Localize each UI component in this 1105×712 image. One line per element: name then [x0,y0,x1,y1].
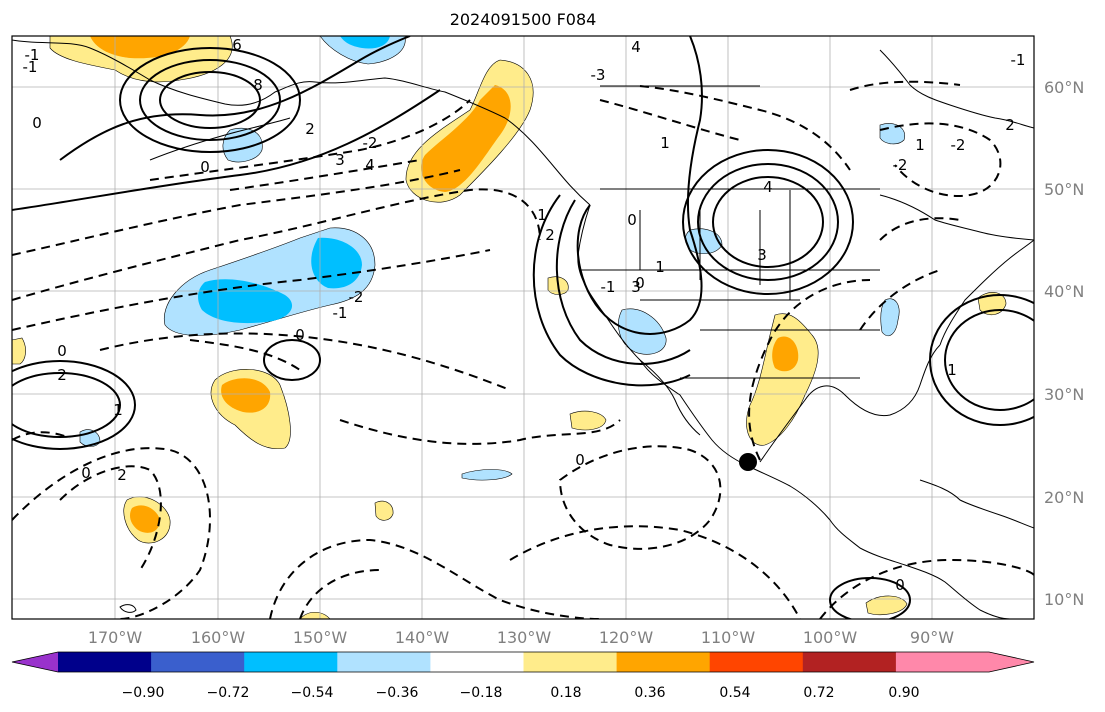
colorbar-segment [337,652,431,672]
lat-label: 30°N [1044,385,1084,404]
contour-label: -2 [951,136,966,154]
contour-label: 3 [757,246,767,264]
contour-label: 0 [895,576,905,594]
contour-label: 0 [295,326,305,344]
contour-label: 0 [57,342,67,360]
colorbar-tick-label: 0.72 [803,685,834,701]
contour-label: 2 [1005,116,1015,134]
colorbar-segment [58,652,152,672]
contour-label: 1 [537,206,547,224]
contour-label: 2 [57,366,67,384]
colorbar-tick-label: −0.36 [376,685,419,701]
contour-label: 1 [915,136,925,154]
lon-label: 90°W [910,628,954,647]
contour-label: 2 [117,466,127,484]
colorbar-extend-low [12,652,58,672]
contour-label: -1 [25,46,40,64]
colorbar-segment [709,652,804,672]
lat-label: 50°N [1044,180,1084,199]
lon-label: 140°W [395,628,450,647]
contour-label: 4 [763,178,773,196]
colorbar-segment [151,652,245,672]
location-marker [739,453,757,471]
contour-label: -2 [363,134,378,152]
colorbar-outline [11,651,1035,673]
lon-label: 130°W [497,628,552,647]
colorbar-tick-label: 0.18 [550,685,581,701]
contour-label: 1 [947,361,957,379]
lon-label: 150°W [293,628,348,647]
lat-label: 40°N [1044,282,1084,301]
coastlines [12,39,1034,619]
longitude-labels: 170°W 160°W 150°W 140°W 130°W 120°W 110°… [88,628,954,647]
contour-label: 1 [660,134,670,152]
contour-label: 0 [200,158,210,176]
colorbar-tick-labels: −0.90 −0.72 −0.54 −0.36 −0.18 0.18 0.36 … [122,685,920,701]
colorbar-extend-high [989,652,1034,672]
colorbar-tick-label: −0.54 [291,685,334,701]
colorbar-segment [244,652,338,672]
contour-label: 2 [545,226,555,244]
contours-dashed [12,80,1034,619]
contours-solid [12,36,1034,619]
contour-label: -2 [893,156,908,174]
lon-label: 170°W [88,628,143,647]
contour-label: 4 [365,156,375,174]
contour-label: -1 [333,304,348,322]
colorbar-tick-label: 0.54 [719,685,750,701]
colorbar-tick-label: 0.90 [888,685,919,701]
lon-label: 160°W [191,628,246,647]
lat-label: 60°N [1044,78,1084,97]
colorbar-segment [523,652,618,672]
lat-label: 20°N [1044,488,1084,507]
lon-label: 120°W [599,628,654,647]
contour-label: -1 [23,58,38,76]
contour-label: -3 [591,66,606,84]
colorbar-tick-label: 0.36 [634,685,665,701]
colorbar-tick-label: −0.72 [207,685,250,701]
contour-label: -2 [349,288,364,306]
colorbar-segment [430,652,524,672]
contour-label: 3 [335,151,345,169]
contour-label: -1 [1011,51,1026,69]
lat-label: 10°N [1044,590,1084,609]
colorbar [11,651,1035,673]
contour-label: 4 [631,38,641,56]
contour-label: -1 [601,278,616,296]
contour-label: 0 [81,464,91,482]
colorbar-segment [895,652,990,672]
contour-label: 0 [575,451,585,469]
positive-anomaly-shading [12,36,1007,619]
contour-label: 0 [32,114,42,132]
contour-label: 8 [253,76,263,94]
lon-label: 100°W [803,628,858,647]
contour-label: 0 [627,211,637,229]
colorbar-tick-label: −0.18 [460,685,503,701]
contour-label: 6 [232,36,242,54]
colorbar-segment [802,652,897,672]
colorbar-segment [616,652,711,672]
contour-label: 2 [305,120,315,138]
lon-label: 110°W [701,628,756,647]
map-frame [11,35,1035,620]
map-title: 2024091500 F084 [450,10,597,29]
colorbar-tick-label: −0.90 [122,685,165,701]
graticule [12,36,1034,619]
contour-label: 3 [631,278,641,296]
latitude-labels: 60°N 50°N 40°N 30°N 20°N 10°N [1044,78,1084,609]
contour-label: 0 [635,274,645,292]
contour-label: 1 [113,401,123,419]
contour-label: 1 [655,258,665,276]
negative-anomaly-shading [79,36,906,481]
